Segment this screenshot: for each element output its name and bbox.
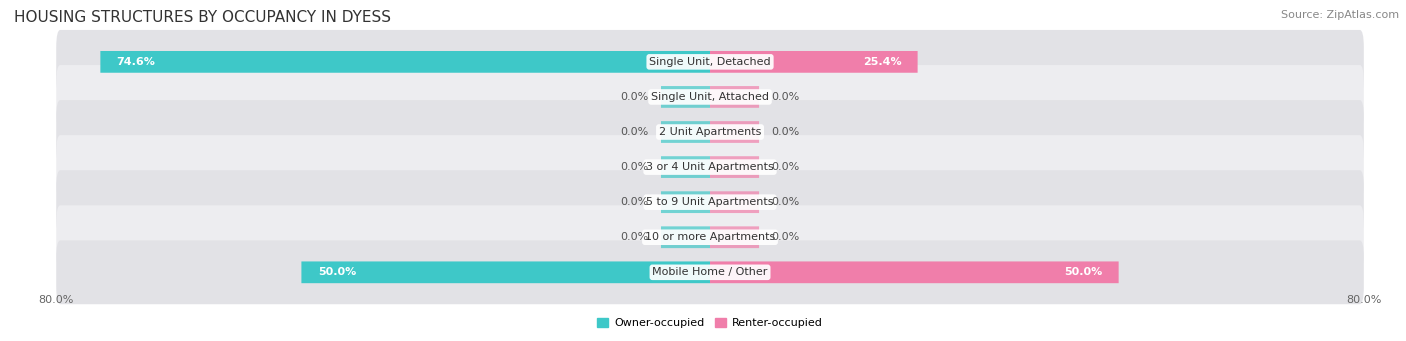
Text: 50.0%: 50.0% [1064,267,1102,277]
Text: 0.0%: 0.0% [620,232,648,242]
Text: 3 or 4 Unit Apartments: 3 or 4 Unit Apartments [647,162,773,172]
FancyBboxPatch shape [710,191,759,213]
FancyBboxPatch shape [710,156,759,178]
FancyBboxPatch shape [710,51,918,73]
FancyBboxPatch shape [56,100,1364,164]
Text: 0.0%: 0.0% [620,162,648,172]
FancyBboxPatch shape [56,30,1364,94]
Text: Source: ZipAtlas.com: Source: ZipAtlas.com [1281,10,1399,20]
Legend: Owner-occupied, Renter-occupied: Owner-occupied, Renter-occupied [598,318,823,328]
Text: 0.0%: 0.0% [772,92,800,102]
Text: 0.0%: 0.0% [620,92,648,102]
FancyBboxPatch shape [661,121,710,143]
FancyBboxPatch shape [710,86,759,108]
FancyBboxPatch shape [710,226,759,248]
Text: 10 or more Apartments: 10 or more Apartments [645,232,775,242]
Text: 74.6%: 74.6% [117,57,156,67]
Text: 50.0%: 50.0% [318,267,356,277]
FancyBboxPatch shape [661,86,710,108]
Text: 0.0%: 0.0% [772,162,800,172]
FancyBboxPatch shape [301,262,710,283]
Text: 25.4%: 25.4% [863,57,901,67]
Text: 0.0%: 0.0% [772,197,800,207]
FancyBboxPatch shape [661,156,710,178]
FancyBboxPatch shape [710,262,1119,283]
Text: 0.0%: 0.0% [772,127,800,137]
FancyBboxPatch shape [661,191,710,213]
FancyBboxPatch shape [56,205,1364,269]
Text: 0.0%: 0.0% [620,127,648,137]
Text: 0.0%: 0.0% [772,232,800,242]
Text: Mobile Home / Other: Mobile Home / Other [652,267,768,277]
FancyBboxPatch shape [56,170,1364,234]
FancyBboxPatch shape [710,121,759,143]
Text: 0.0%: 0.0% [620,197,648,207]
FancyBboxPatch shape [56,135,1364,199]
Text: Single Unit, Attached: Single Unit, Attached [651,92,769,102]
FancyBboxPatch shape [100,51,710,73]
Text: 5 to 9 Unit Apartments: 5 to 9 Unit Apartments [647,197,773,207]
Text: HOUSING STRUCTURES BY OCCUPANCY IN DYESS: HOUSING STRUCTURES BY OCCUPANCY IN DYESS [14,10,391,25]
Text: 2 Unit Apartments: 2 Unit Apartments [659,127,761,137]
FancyBboxPatch shape [661,226,710,248]
FancyBboxPatch shape [56,65,1364,129]
FancyBboxPatch shape [56,240,1364,304]
Text: Single Unit, Detached: Single Unit, Detached [650,57,770,67]
